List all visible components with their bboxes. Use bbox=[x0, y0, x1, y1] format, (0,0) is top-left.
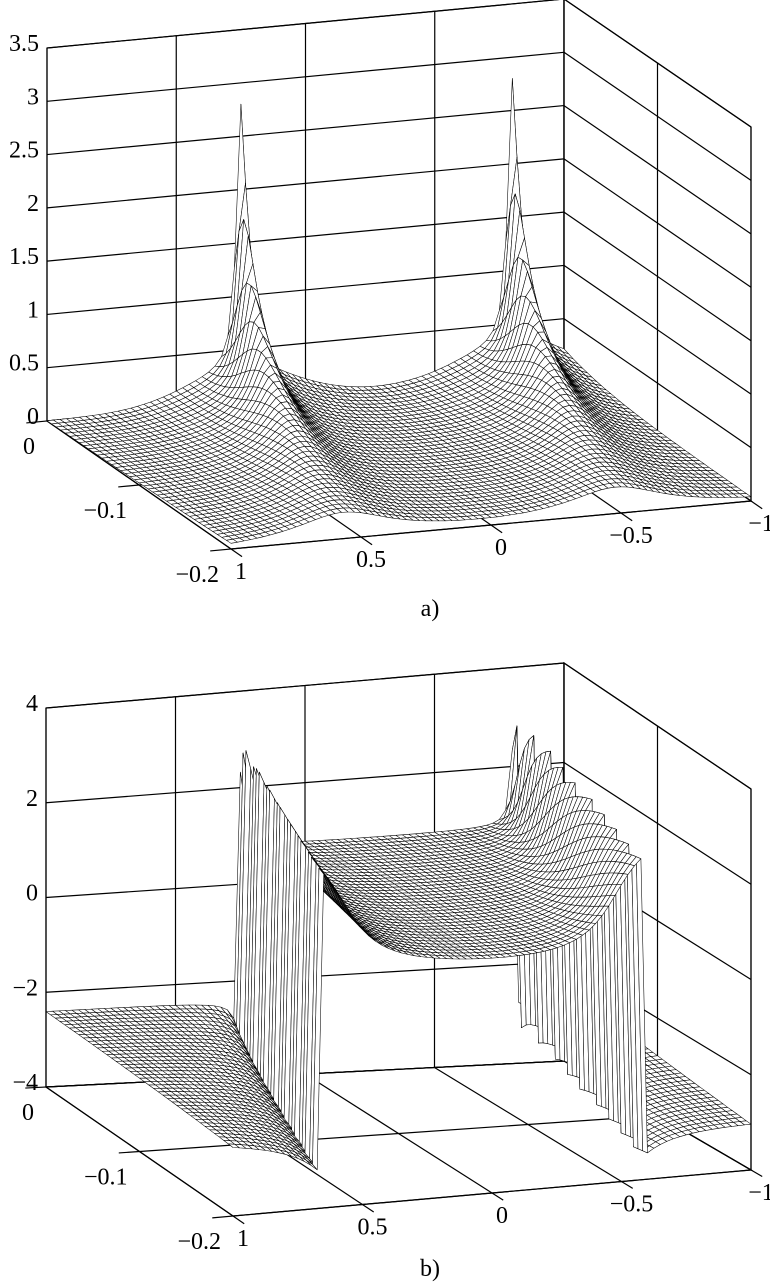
x-tick-label: −0.5 bbox=[609, 523, 653, 549]
grid-line-x-floor bbox=[46, 420, 243, 558]
z-tick-label: 0.5 bbox=[9, 351, 39, 377]
z-tick-label: 2 bbox=[27, 191, 39, 217]
grid-line-z-left-wall bbox=[46, 51, 565, 102]
z-tick-label: 1 bbox=[27, 297, 39, 323]
z-tick-label: 2.5 bbox=[9, 138, 39, 164]
surface-plot-a: 1 0.5 0 −0.5 −1 0 −0.1 −0.2 0 0.5 1 1.5 2 2.5 3 3.5 bbox=[9, 0, 770, 588]
y-tick-label: −0.2 bbox=[175, 562, 219, 588]
z-tick-label: 1.5 bbox=[9, 244, 39, 270]
grid-line-y-floor bbox=[210, 500, 752, 552]
grid-line-z-right-wall bbox=[563, 264, 752, 395]
x-tick-label: −1 bbox=[748, 511, 770, 537]
y-tick-label: 0 bbox=[23, 434, 35, 460]
grid-line-z-left-wall bbox=[46, 211, 565, 262]
z-tick-label: 3.5 bbox=[9, 31, 39, 57]
grid-line-z-right-wall bbox=[563, 105, 752, 235]
grid-line-z-right-wall bbox=[564, 0, 752, 128]
grid-line-z-left-wall bbox=[46, 0, 560, 49]
grid-line-z-left-wall bbox=[46, 318, 565, 369]
grid-line-z-right-wall bbox=[563, 211, 752, 342]
grid-line-z-left-wall bbox=[46, 158, 565, 209]
y-tick-label: −0.1 bbox=[83, 498, 127, 524]
surface-mesh bbox=[46, 78, 752, 544]
grid-line-z-right-wall bbox=[563, 51, 752, 181]
x-tick-label: 0 bbox=[495, 535, 507, 561]
grid-line-z-right-wall bbox=[563, 158, 752, 288]
x-tick-label: 1 bbox=[235, 559, 247, 585]
grid-line-z-left-wall bbox=[46, 104, 565, 156]
x-tick-label: 0.5 bbox=[356, 547, 386, 573]
grid-line-z-right-wall bbox=[563, 318, 752, 449]
z-tick-label: 3 bbox=[27, 84, 39, 110]
z-tick-label: 0 bbox=[27, 404, 39, 430]
grid-line-z-left-wall bbox=[46, 264, 565, 316]
